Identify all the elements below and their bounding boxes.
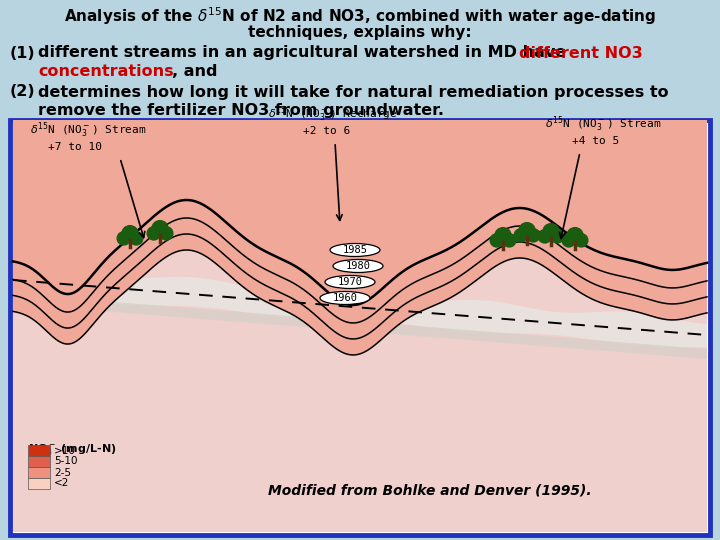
Circle shape [147, 227, 161, 240]
Text: (1): (1) [10, 45, 35, 60]
Text: techniques, explains why:: techniques, explains why: [248, 24, 472, 39]
Text: +7 to 10: +7 to 10 [48, 142, 102, 152]
Circle shape [543, 224, 559, 240]
Text: Analysis of the $\delta^{15}$N of N2 and NO3, combined with water age-dating: Analysis of the $\delta^{15}$N of N2 and… [64, 5, 656, 27]
Circle shape [575, 234, 588, 247]
Circle shape [503, 234, 516, 247]
Bar [13, 120, 707, 532]
Text: NO$_3^-$ (mg/L-N): NO$_3^-$ (mg/L-N) [28, 442, 117, 457]
Bar [28, 478, 50, 489]
Text: 2-5: 2-5 [54, 468, 71, 477]
Text: remove the fertilizer NO3 from groundwater.: remove the fertilizer NO3 from groundwat… [38, 103, 444, 118]
Ellipse shape [333, 260, 383, 273]
Bar [28, 467, 50, 478]
Circle shape [160, 227, 173, 240]
Ellipse shape [330, 244, 380, 256]
Text: determines how long it will take for natural remediation processes to: determines how long it will take for nat… [38, 84, 669, 99]
Text: concentrations: concentrations [38, 64, 174, 78]
Text: $\delta^{15}$N (NO$_3^-$) Stream: $\delta^{15}$N (NO$_3^-$) Stream [30, 120, 146, 140]
Polygon shape [13, 120, 707, 305]
Text: $\delta^{15}$N (NO$_3^-$) Recharge: $\delta^{15}$N (NO$_3^-$) Recharge [268, 104, 397, 124]
Text: 1970: 1970 [338, 277, 362, 287]
Circle shape [117, 232, 130, 245]
Circle shape [130, 232, 143, 245]
Circle shape [514, 229, 527, 242]
Text: 5-10: 5-10 [54, 456, 78, 467]
Text: 1960: 1960 [333, 293, 358, 303]
Text: Modified from Bohlke and Denver (1995).: Modified from Bohlke and Denver (1995). [268, 483, 592, 497]
Circle shape [538, 230, 552, 243]
Text: <2: <2 [54, 478, 69, 489]
Ellipse shape [325, 275, 375, 288]
Text: >10: >10 [54, 446, 76, 456]
Bar [28, 456, 50, 467]
Text: , and: , and [172, 64, 217, 78]
Text: 1985: 1985 [343, 245, 367, 255]
Polygon shape [13, 120, 707, 355]
Text: +2 to 6: +2 to 6 [303, 126, 350, 136]
Text: 1980: 1980 [346, 261, 371, 271]
Polygon shape [13, 120, 707, 323]
Circle shape [567, 228, 583, 244]
Text: different streams in an agricultural watershed in MD have: different streams in an agricultural wat… [38, 45, 572, 60]
Circle shape [519, 222, 535, 239]
FancyBboxPatch shape [10, 120, 710, 535]
Polygon shape [13, 120, 707, 339]
Circle shape [152, 221, 168, 237]
Ellipse shape [320, 292, 370, 305]
Polygon shape [13, 294, 707, 359]
Circle shape [526, 229, 540, 242]
Text: $\delta^{15}$N (NO$_3^-$) Stream: $\delta^{15}$N (NO$_3^-$) Stream [545, 114, 662, 134]
Circle shape [551, 230, 564, 243]
Bar [28, 445, 50, 456]
Polygon shape [13, 265, 707, 347]
Circle shape [562, 234, 575, 247]
Text: +4 to 5: +4 to 5 [572, 136, 619, 146]
Circle shape [495, 228, 511, 244]
Circle shape [122, 226, 138, 242]
Text: (2): (2) [10, 84, 35, 99]
Text: different NO3: different NO3 [519, 45, 643, 60]
Circle shape [490, 234, 503, 247]
